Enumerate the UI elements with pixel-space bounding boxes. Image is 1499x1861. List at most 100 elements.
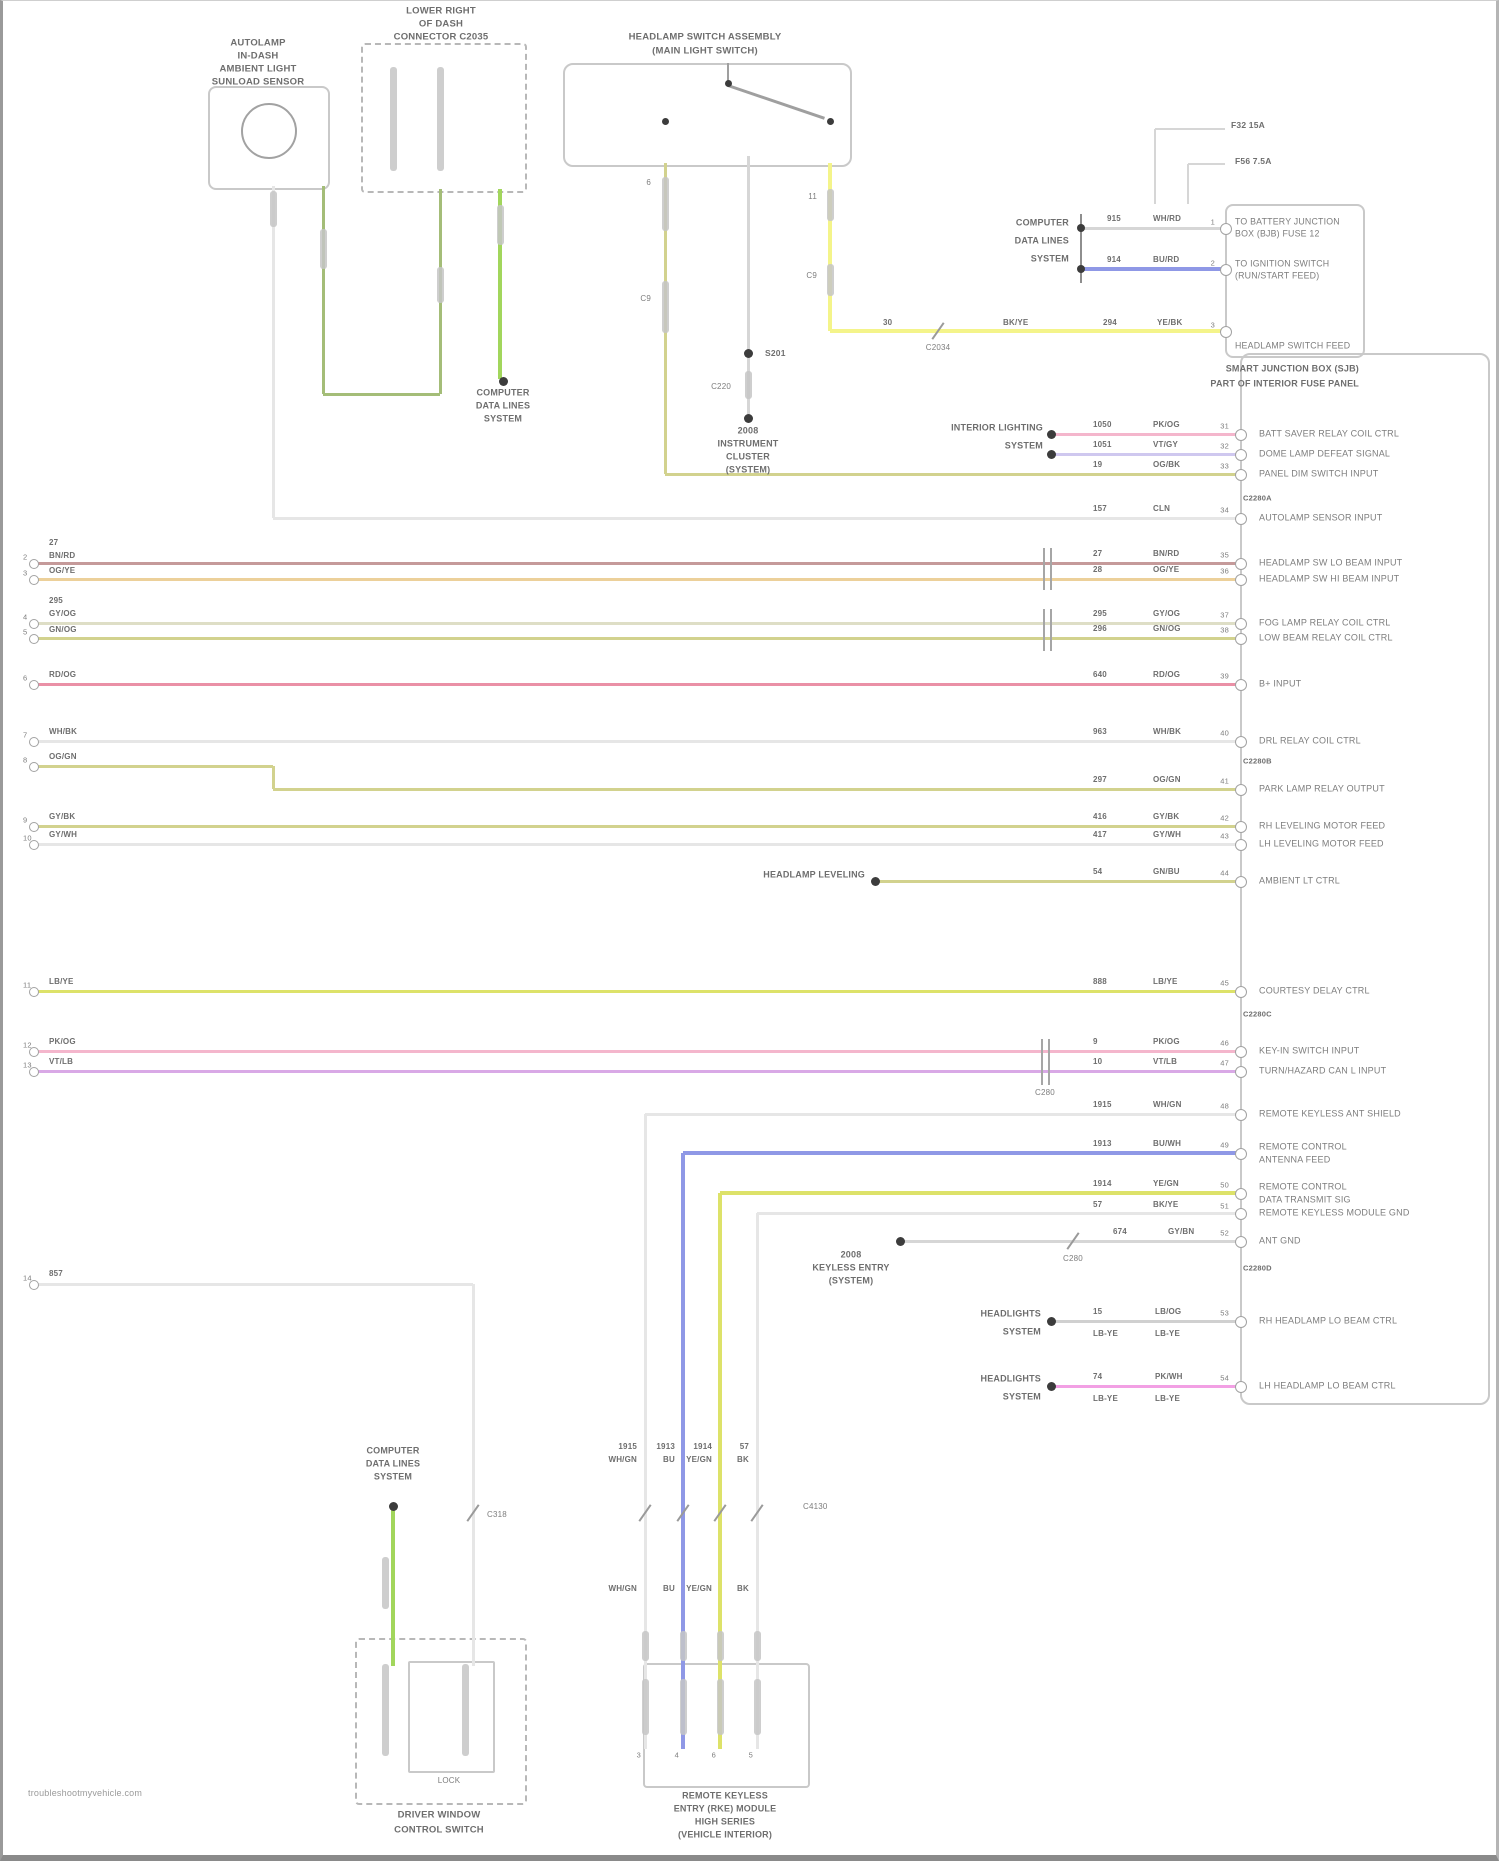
- diagram-label: 30: [883, 318, 893, 327]
- diagram-label: GY/BK: [49, 812, 76, 821]
- diagram-label: 48: [1220, 1101, 1229, 1111]
- diagram-label: AMBIENT LIGHT: [219, 63, 297, 75]
- pin-ring: [1235, 784, 1247, 796]
- wire-segment: [1081, 226, 1225, 230]
- diagram-label: 7: [23, 730, 28, 740]
- wire-segment: [1051, 452, 1240, 456]
- pin-ring: [1235, 1188, 1247, 1200]
- junction-dot: [724, 79, 732, 87]
- pin-ring: [29, 987, 39, 997]
- diagram-label: ENTRY (RKE) MODULE: [673, 1803, 777, 1814]
- wire-segment: [755, 1213, 759, 1663]
- connector-bar: [269, 191, 277, 227]
- sensor-circle-icon: [241, 103, 297, 159]
- wire-segment: [718, 1193, 722, 1663]
- diagram-label: AMBIENT LT CTRL: [1259, 875, 1341, 886]
- wire-segment: [33, 1069, 1240, 1073]
- diagram-label: 50: [1220, 1180, 1229, 1190]
- diagram-label: WH/BK: [1153, 727, 1182, 736]
- wire-segment: [1081, 267, 1225, 271]
- pin-ring: [29, 762, 39, 772]
- wire-segment: [900, 1239, 1240, 1243]
- diagram-label: 1914: [693, 1442, 712, 1451]
- diagram-label: C4130: [803, 1502, 828, 1511]
- wire-segment: [33, 739, 1240, 743]
- diagram-label: 297: [1093, 775, 1107, 784]
- diagram-label: ANT GND: [1259, 1235, 1301, 1246]
- diagram-label: BU/WH: [1153, 1139, 1182, 1148]
- diagram-label: 3: [636, 1750, 641, 1760]
- component-box: [361, 43, 527, 193]
- diagram-label: C9: [640, 294, 651, 303]
- diagram-label: PK/OG: [1153, 1037, 1180, 1046]
- diagram-label: DRIVER WINDOW: [397, 1809, 481, 1821]
- diagram-label: 2: [23, 552, 28, 562]
- diagram-label: INSTRUMENT: [717, 438, 779, 449]
- diagram-label: BK/YE: [1003, 318, 1029, 327]
- wire-segment: [471, 1284, 475, 1638]
- junction-dot: [1046, 449, 1056, 459]
- diagram-label: HEADLAMP SW HI BEAM INPUT: [1259, 573, 1400, 584]
- connector-bar: [496, 205, 504, 245]
- wire-segment: [33, 1282, 473, 1286]
- diagram-label: (RUN/START FEED): [1235, 270, 1320, 281]
- diagram-label: F56 7.5A: [1235, 155, 1272, 166]
- diagram-label: WH/BK: [49, 727, 78, 736]
- diagram-label: RH HEADLAMP LO BEAM CTRL: [1259, 1315, 1398, 1326]
- diagram-label: 9: [1093, 1037, 1098, 1046]
- diagram-label: 2008: [840, 1249, 862, 1260]
- diagram-label: 51: [1220, 1201, 1229, 1211]
- pin-ring: [29, 822, 39, 832]
- diagram-label: 157: [1093, 504, 1107, 513]
- diagram-label: 27: [1093, 549, 1103, 558]
- diagram-label: BATT SAVER RELAY COIL CTRL: [1259, 428, 1400, 439]
- diagram-label: LB/YE: [49, 977, 74, 986]
- pin-ring: [1235, 449, 1247, 461]
- connector-bar: [389, 67, 397, 171]
- diagram-label: KEY-IN SWITCH INPUT: [1259, 1045, 1360, 1056]
- junction-dot: [743, 348, 753, 358]
- wiring-diagram-canvas: AUTOLAMP IN-DASH AMBIENT LIGHT SUNLOAD SENS…: [3, 1, 1496, 1855]
- connector-bar: [436, 67, 444, 171]
- diagram-label: GY/OG: [49, 609, 77, 618]
- pin-ring: [1235, 1381, 1247, 1393]
- diagram-label: OG/YE: [49, 566, 76, 575]
- diagram-label: 35: [1220, 550, 1229, 560]
- pin-ring: [1235, 1066, 1247, 1078]
- pin-ring: [1235, 618, 1247, 630]
- connector-bar: [753, 1679, 761, 1735]
- pin-ring: [29, 1067, 39, 1077]
- diagram-label: 42: [1220, 813, 1229, 823]
- diagram-label: GN/OG: [1153, 624, 1181, 633]
- diagram-label: INTERIOR LIGHTING: [951, 422, 1043, 433]
- diagram-label: (SYSTEM): [828, 1275, 874, 1286]
- wire-segment: [1051, 432, 1240, 436]
- junction-dot: [661, 117, 669, 125]
- diagram-label: 40: [1220, 728, 1229, 738]
- diagram-label: GY/BK: [1153, 812, 1180, 821]
- diagram-label: HEADLAMP SWITCH FEED: [1235, 340, 1351, 351]
- diagram-label: VT/GY: [1153, 440, 1179, 449]
- diagram-label: BOX (BJB) FUSE 12: [1235, 228, 1320, 239]
- diagram-label: HIGH SERIES: [694, 1816, 756, 1827]
- pin-ring: [29, 737, 39, 747]
- wire-segment: [1051, 1384, 1240, 1388]
- pin-ring: [29, 680, 39, 690]
- diagram-label: 1051: [1093, 440, 1112, 449]
- diagram-label: HEADLAMP SWITCH ASSEMBLY: [628, 31, 782, 43]
- diagram-label: 45: [1220, 978, 1229, 988]
- diagram-label: 6: [646, 178, 651, 187]
- diagram-label: WH/GN: [1153, 1100, 1182, 1109]
- diagram-label: 41: [1220, 776, 1229, 786]
- wire-segment: [471, 1638, 475, 1666]
- diagram-label: 8: [23, 755, 28, 765]
- diagram-label: BK: [737, 1584, 749, 1593]
- diagram-label: BK/YE: [1153, 1200, 1179, 1209]
- component-box: [355, 1638, 527, 1805]
- wire-segment: [1155, 128, 1225, 130]
- connector-bar: [381, 1664, 389, 1756]
- diagram-label: SYSTEM: [1002, 1326, 1041, 1337]
- wire-segment: [665, 472, 1240, 476]
- diagram-label: SYSTEM: [1030, 253, 1069, 264]
- diagram-label: OG/GN: [49, 752, 77, 761]
